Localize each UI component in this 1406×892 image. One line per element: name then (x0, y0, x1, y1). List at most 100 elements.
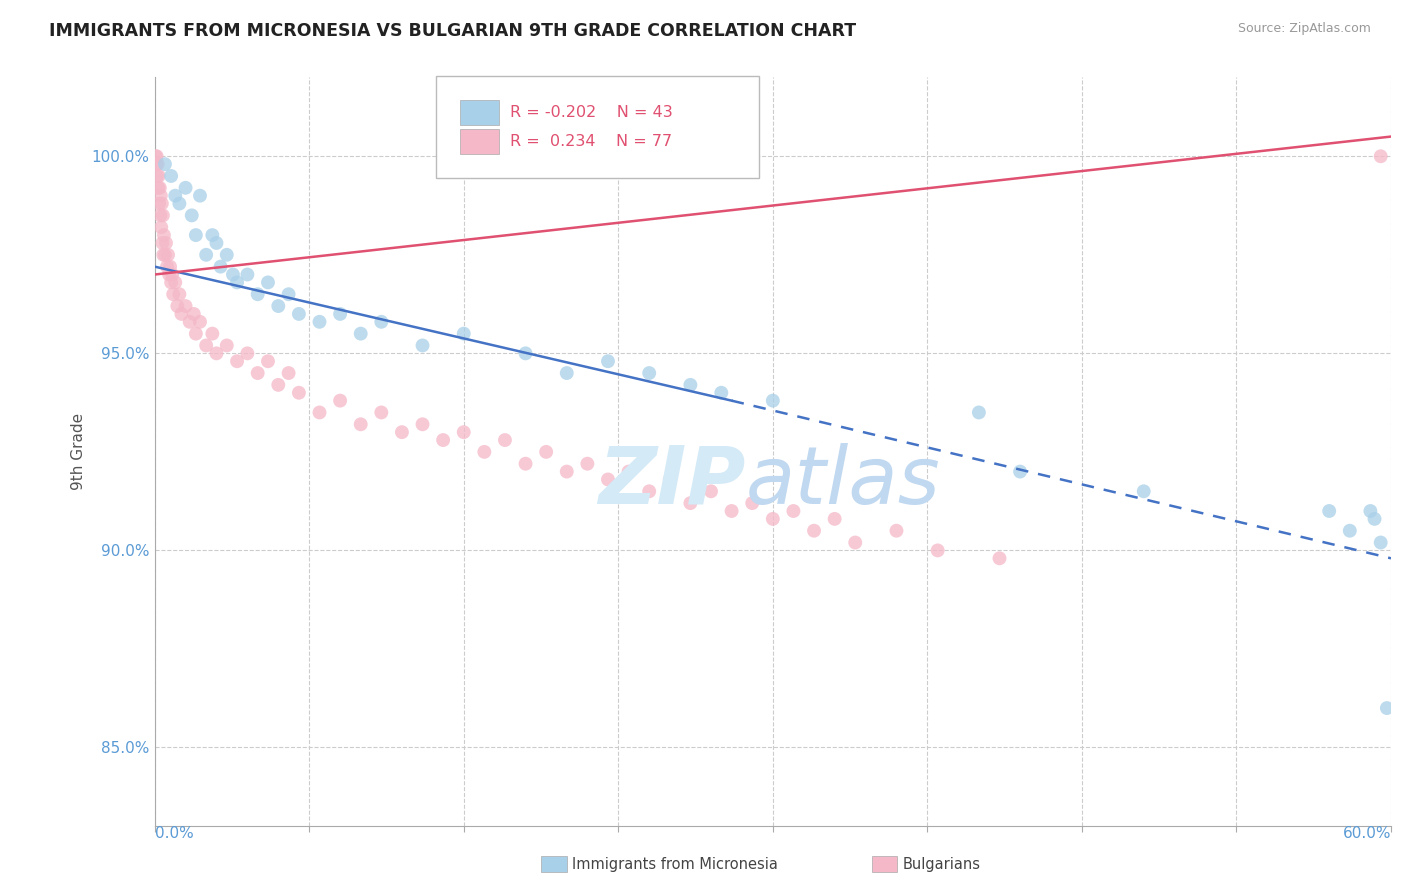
Point (170, 307, 193, 321)
Point (188, 188, 211, 202)
Point (201, 228, 224, 243)
Text: Immigrants from Micronesia: Immigrants from Micronesia (572, 857, 778, 871)
Point (152, 248, 174, 262)
Point (515, 346, 537, 360)
Point (432, 433, 454, 447)
Point (160, 169, 183, 183)
Point (236, 268, 259, 282)
Point (149, 188, 172, 202)
Point (288, 385, 311, 400)
Point (246, 287, 269, 301)
Point (350, 417, 373, 432)
Point (1369, 149, 1392, 163)
Text: 60.0%: 60.0% (1343, 826, 1391, 841)
Point (149, 208, 172, 222)
Point (157, 248, 180, 262)
Point (700, 484, 723, 499)
Point (1364, 512, 1386, 526)
Point (174, 299, 197, 313)
Point (169, 287, 191, 301)
Point (638, 366, 661, 380)
Point (350, 326, 373, 341)
Point (277, 366, 299, 380)
Point (159, 260, 181, 274)
Point (153, 248, 176, 262)
Point (205, 235, 228, 250)
Point (555, 366, 578, 380)
Point (638, 484, 661, 499)
Point (149, 181, 172, 195)
Point (370, 315, 392, 329)
Point (145, 149, 167, 163)
Point (886, 524, 908, 538)
Point (1375, 701, 1398, 715)
Point (267, 299, 290, 313)
Point (617, 465, 640, 479)
Text: Bulgarians: Bulgarians (903, 857, 980, 871)
Point (226, 276, 249, 290)
Point (803, 524, 825, 538)
Point (710, 385, 733, 400)
Point (515, 457, 537, 471)
Point (148, 169, 170, 183)
Point (1317, 504, 1340, 518)
Point (246, 366, 269, 380)
Point (152, 208, 174, 222)
Point (596, 473, 619, 487)
Point (160, 268, 183, 282)
Point (257, 276, 280, 290)
Point (370, 405, 392, 419)
Point (824, 512, 846, 526)
Text: IMMIGRANTS FROM MICRONESIA VS BULGARIAN 9TH GRADE CORRELATION CHART: IMMIGRANTS FROM MICRONESIA VS BULGARIAN … (49, 22, 856, 40)
Point (222, 268, 245, 282)
Point (145, 157, 167, 171)
Point (472, 445, 495, 459)
Point (534, 445, 557, 459)
Text: ZIP: ZIP (599, 442, 745, 521)
Point (267, 377, 290, 392)
Point (165, 188, 187, 202)
Point (156, 260, 179, 274)
Point (391, 425, 413, 439)
Point (179, 315, 201, 329)
Point (150, 220, 173, 235)
Point (166, 299, 188, 313)
Point (967, 405, 990, 419)
Point (150, 196, 173, 211)
Point (146, 157, 169, 171)
Point (329, 307, 352, 321)
Point (453, 326, 475, 341)
Text: atlas: atlas (745, 442, 941, 521)
Point (183, 307, 205, 321)
Point (162, 287, 184, 301)
Point (1360, 504, 1382, 518)
Point (762, 512, 785, 526)
Point (148, 181, 170, 195)
Point (412, 338, 434, 352)
Point (188, 315, 211, 329)
Point (257, 354, 280, 368)
Point (226, 354, 249, 368)
Point (169, 196, 191, 211)
Point (576, 457, 599, 471)
Point (155, 235, 177, 250)
Point (277, 287, 299, 301)
Point (308, 315, 330, 329)
Point (184, 228, 207, 243)
Point (209, 260, 232, 274)
Point (762, 393, 785, 408)
Point (1369, 535, 1392, 549)
Point (153, 228, 176, 243)
Point (195, 338, 218, 352)
Point (205, 346, 228, 360)
Point (215, 248, 238, 262)
Point (844, 535, 866, 549)
Point (236, 346, 259, 360)
Text: R = -0.202    N = 43: R = -0.202 N = 43 (510, 105, 673, 120)
Point (1339, 524, 1361, 538)
Point (145, 149, 167, 163)
Point (160, 276, 183, 290)
Point (308, 405, 330, 419)
Point (988, 551, 1011, 566)
Point (1132, 484, 1154, 499)
